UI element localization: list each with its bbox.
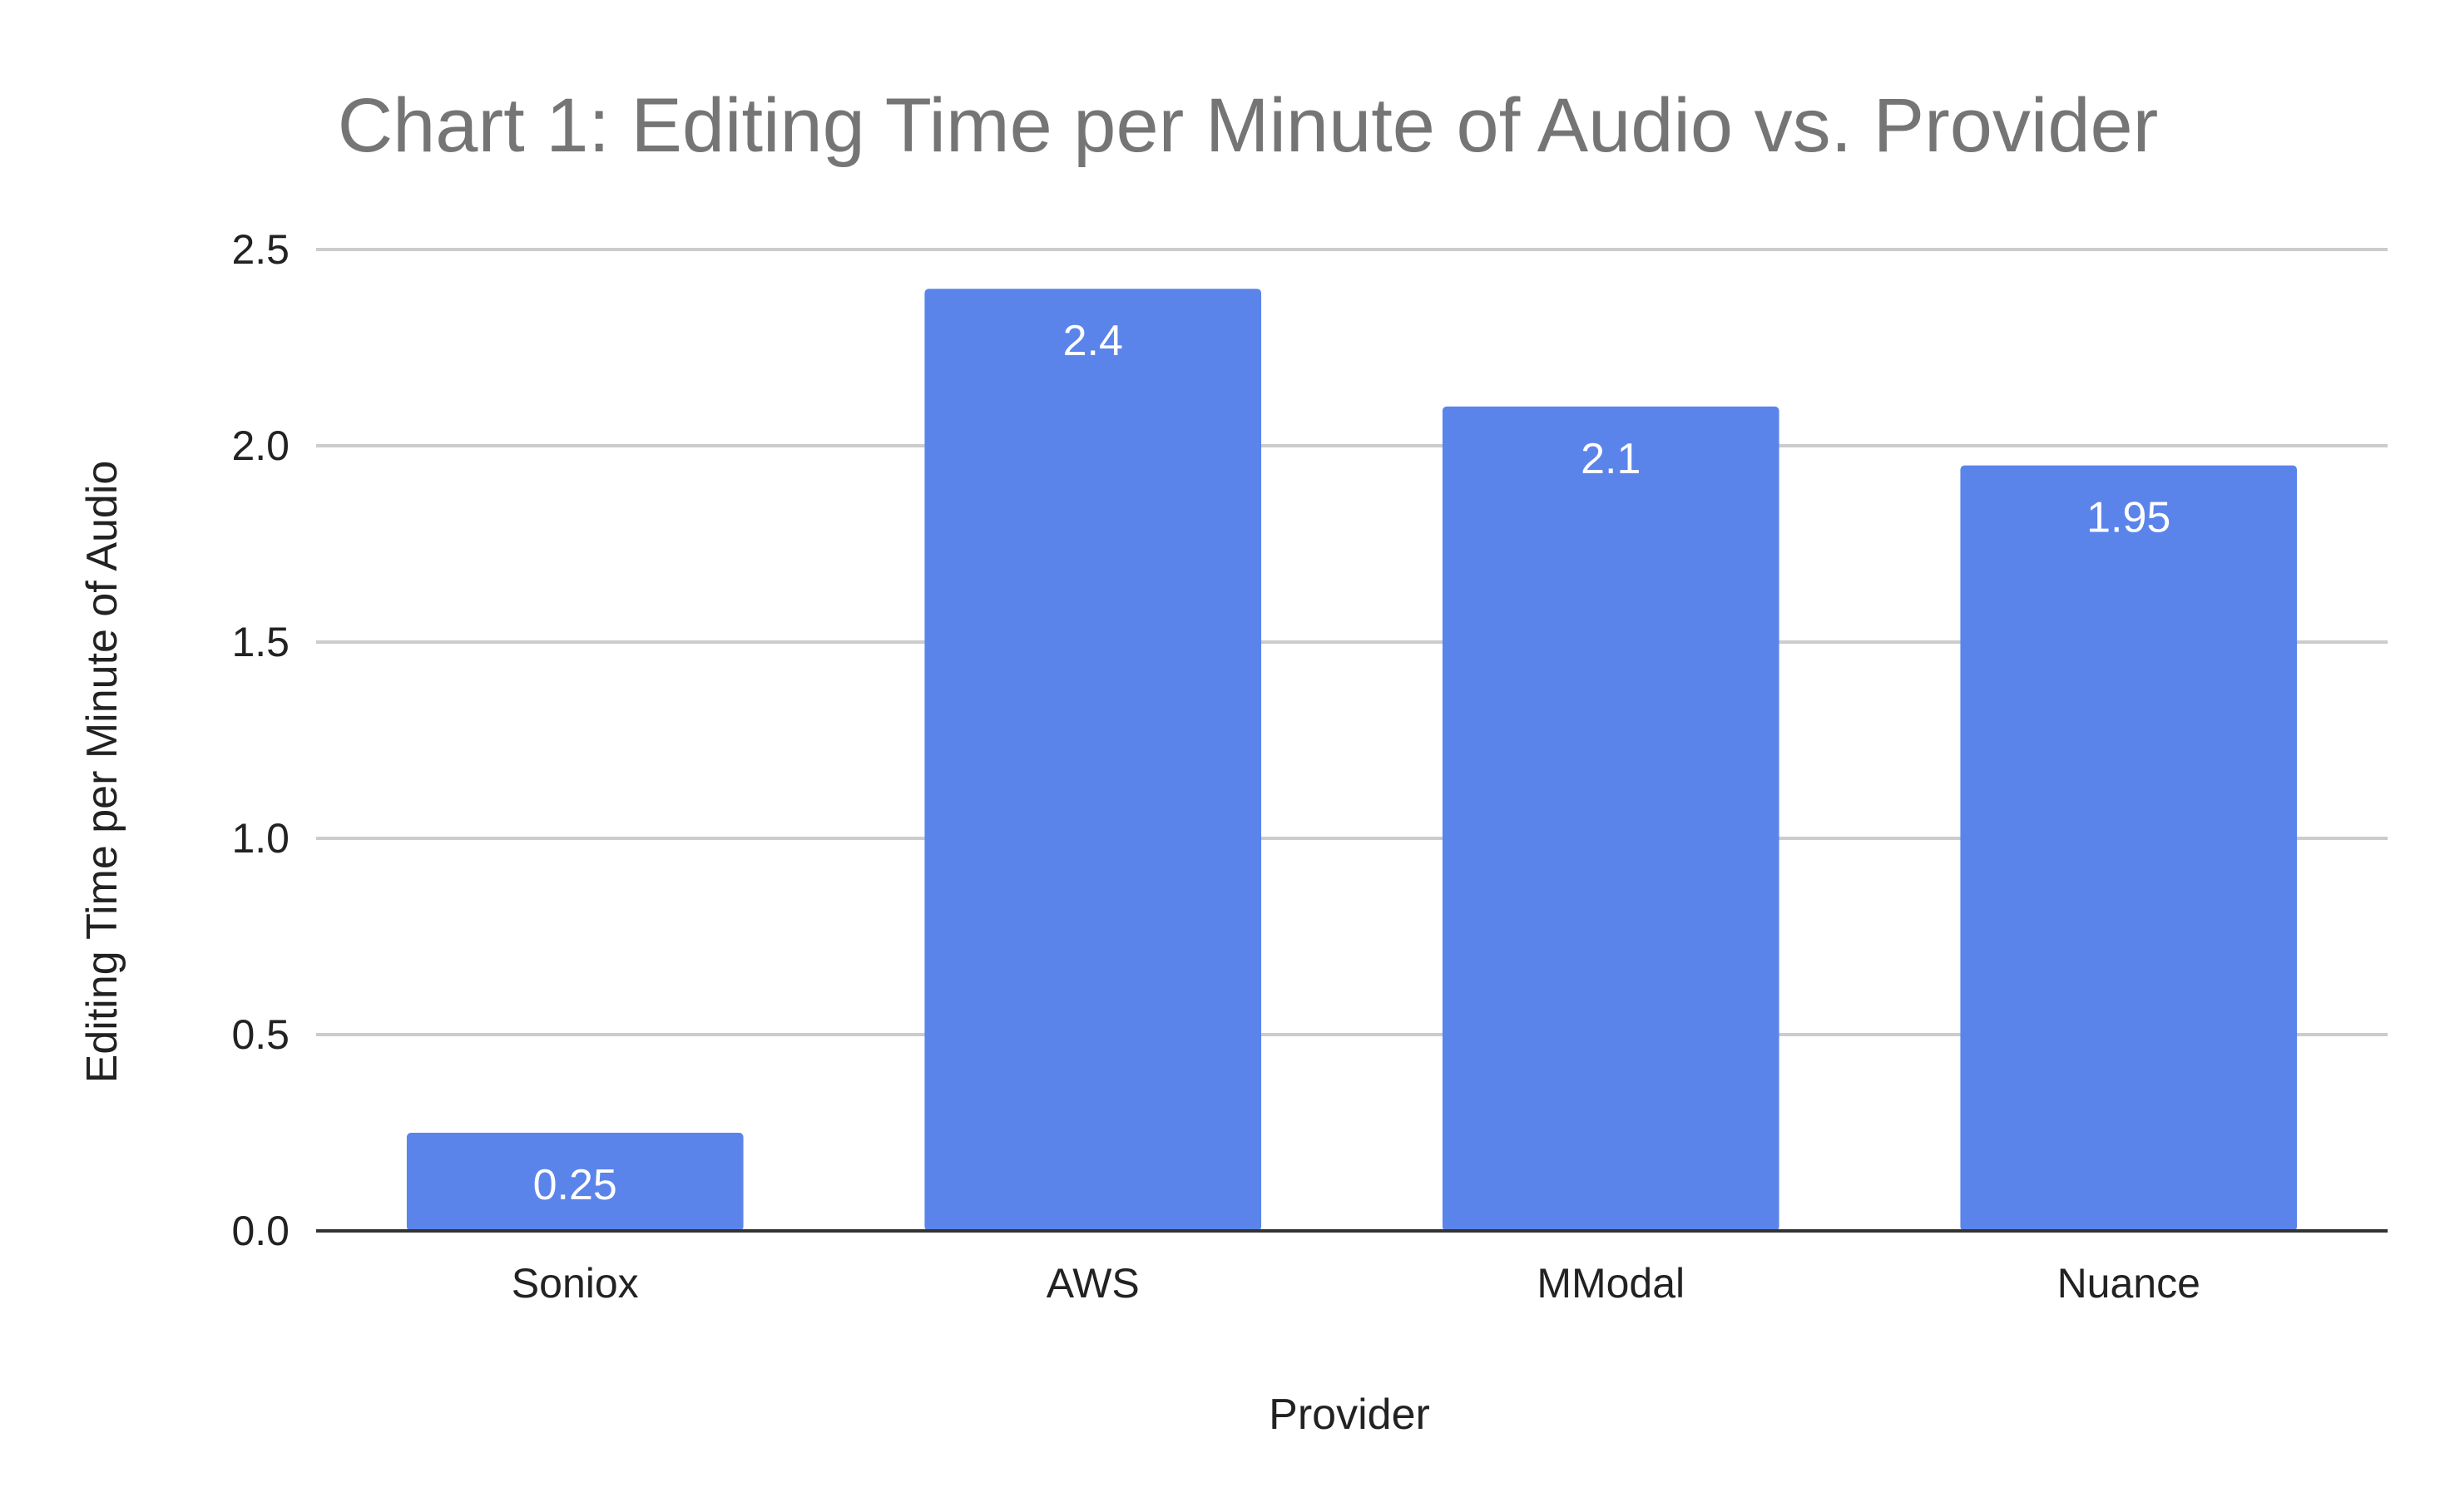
bars: 0.25 2.4 2.1 1.95	[406, 289, 2298, 1232]
bar-nuance	[1960, 465, 2298, 1231]
x-axis-ticks: Soniox AWS MModal Nuance	[512, 1260, 2200, 1307]
bar-soniox	[406, 1133, 744, 1231]
y-tick-label: 1.5	[231, 619, 290, 665]
y-tick-label: 2.5	[231, 226, 290, 273]
bar-mmodal	[1442, 406, 1779, 1231]
bar-value-label: 0.25	[533, 1161, 617, 1209]
x-axis-title: Provider	[1269, 1391, 1430, 1439]
y-tick-label: 2.0	[231, 422, 290, 469]
bar-value-label: 2.4	[1063, 317, 1123, 365]
x-tick-label: Soniox	[512, 1260, 639, 1307]
x-tick-label: Nuance	[2057, 1260, 2200, 1307]
bar-aws	[924, 289, 1262, 1232]
y-tick-label: 0.0	[231, 1208, 290, 1254]
y-tick-label: 1.0	[231, 815, 290, 862]
y-tick-label: 0.5	[231, 1011, 290, 1058]
x-tick-label: MModal	[1537, 1260, 1685, 1307]
bar-value-label: 1.95	[2086, 494, 2170, 542]
y-axis-title: Editing Time per Minute of Audio	[78, 461, 126, 1084]
chart-title: Chart 1: Editing Time per Minute of Audi…	[338, 83, 2159, 168]
bar-value-label: 2.1	[1581, 435, 1641, 483]
x-tick-label: AWS	[1047, 1260, 1140, 1307]
y-axis-ticks: 0.0 0.5 1.0 1.5 2.0 2.5	[231, 226, 290, 1254]
